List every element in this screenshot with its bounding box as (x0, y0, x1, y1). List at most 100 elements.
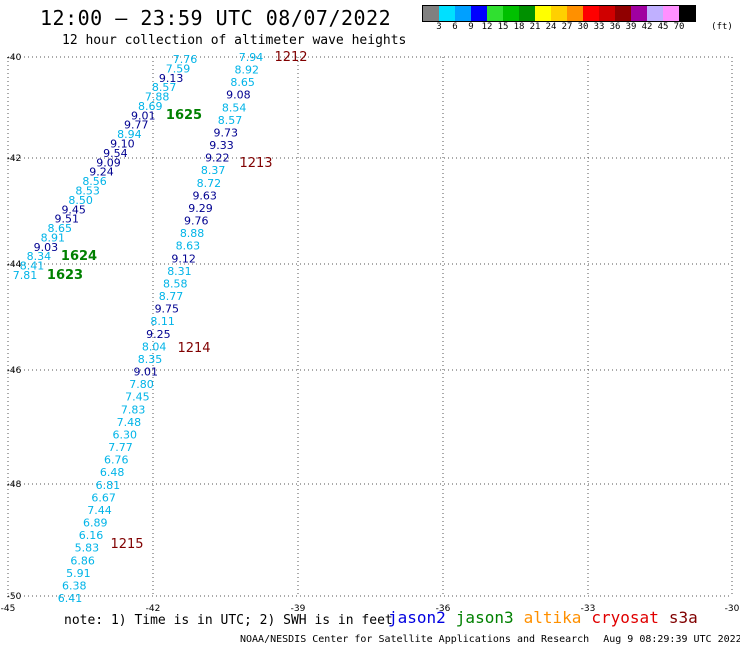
wave-height-value: 5.91 (66, 567, 91, 580)
wave-height-value: 7.76 (173, 53, 198, 66)
wave-height-value: 9.22 (205, 152, 230, 165)
latitude-tick-label: -44 (7, 260, 22, 270)
map-title: 12:00 – 23:59 UTC 08/07/2022 (40, 6, 392, 30)
wave-height-value: 9.08 (226, 89, 251, 102)
legend-swatch (423, 6, 439, 21)
wave-height-value: 9.03 (34, 241, 59, 254)
satellite-label: jason2 (388, 608, 446, 627)
wave-height-value: 8.72 (197, 177, 222, 190)
latitude-tick-label: -50 (7, 592, 22, 602)
latitude-tick-label: -40 (7, 53, 22, 63)
legend-swatch (599, 6, 615, 21)
wave-height-value: 7.80 (129, 378, 154, 391)
wave-height-value: 9.29 (188, 202, 213, 215)
wave-height-value: 9.33 (209, 139, 234, 152)
wave-height-value: 9.12 (171, 252, 196, 265)
wave-height-value: 8.35 (138, 353, 163, 366)
wave-height-value: 8.63 (176, 240, 201, 253)
pass-time-label: 1625 (166, 108, 202, 123)
wave-height-value: 8.53 (75, 184, 100, 197)
wave-height-value: 8.57 (218, 114, 243, 127)
legend-swatch (567, 6, 583, 21)
wave-height-value: 7.94 (239, 51, 264, 64)
credit-text: NOAA/NESDIS Center for Satellite Applica… (240, 634, 590, 645)
wave-height-value: 8.65 (48, 222, 73, 235)
footnote: note: 1) Time is in UTC; 2) SWH is in fe… (64, 613, 393, 628)
wave-height-value: 8.11 (150, 315, 175, 328)
satellite-legend: jason2 jason3 altika cryosat s3a (388, 608, 708, 627)
satellite-label: altika (523, 608, 582, 627)
wave-height-value: 7.44 (87, 504, 112, 517)
legend-swatch (535, 6, 551, 21)
wave-height-value: 8.34 (27, 250, 52, 263)
wave-height-value: 7.83 (121, 403, 146, 416)
legend-swatch (487, 6, 503, 21)
wave-height-value: 8.69 (138, 100, 163, 113)
latitude-tick-label: -46 (7, 366, 22, 376)
wave-height-value: 6.30 (112, 428, 137, 441)
wave-height-observations: 7.767.599.138.577.888.699.019.778.949.10… (13, 51, 264, 605)
wave-height-value: 7.48 (117, 416, 142, 429)
wave-height-value: 8.37 (201, 164, 226, 177)
color-legend (422, 5, 696, 22)
satellite-label: jason3 (455, 608, 514, 627)
wave-height-value: 9.25 (146, 328, 171, 341)
wave-height-value: 6.41 (58, 592, 83, 605)
wave-height-value: 6.86 (70, 554, 95, 567)
legend-swatch (615, 6, 631, 21)
satellite-label: cryosat (591, 608, 659, 627)
wave-height-value: 7.59 (166, 62, 191, 75)
wave-height-value: 9.13 (159, 72, 184, 85)
wave-height-value: 6.48 (100, 466, 125, 479)
wave-height-value: 8.58 (163, 277, 188, 290)
latitude-tick-label: -42 (7, 154, 22, 164)
wave-height-value: 8.57 (152, 81, 177, 94)
legend-swatch (663, 6, 679, 21)
legend-swatch (455, 6, 471, 21)
wave-height-value: 9.01 (131, 109, 156, 122)
wave-height-value: 8.41 (20, 260, 45, 273)
wave-height-value: 8.54 (222, 101, 247, 114)
credit-line: NOAA/NESDIS Center for Satellite Applica… (240, 634, 740, 645)
wave-height-value: 8.31 (167, 265, 192, 278)
wave-height-value: 9.73 (213, 126, 238, 139)
pass-time-label: 1214 (177, 341, 210, 356)
wave-height-value: 7.45 (125, 391, 150, 404)
longitude-tick-label: -30 (725, 604, 740, 614)
longitude-tick-label: -42 (146, 604, 161, 614)
wave-height-value: 6.16 (79, 529, 104, 542)
legend-swatch (519, 6, 535, 21)
wave-height-value: 8.91 (41, 231, 66, 244)
wave-height-value: 9.09 (96, 156, 121, 169)
legend-swatch (439, 6, 455, 21)
wave-height-value: 6.38 (62, 579, 87, 592)
pass-time-labels: 1212 1625 1213 1624 1623 1214 1215 (47, 50, 308, 552)
wave-height-value: 8.92 (235, 64, 260, 77)
longitude-tick-label: -39 (291, 604, 306, 614)
pass-time-label: 1623 (47, 268, 83, 283)
legend-swatch (679, 6, 695, 21)
wave-height-value: 9.24 (89, 166, 114, 179)
wave-height-value: 9.75 (155, 303, 180, 316)
wave-height-value: 8.56 (82, 175, 107, 188)
longitude-tick-label: -45 (1, 604, 16, 614)
longitude-tick-label: -36 (436, 604, 451, 614)
wave-height-value: 8.77 (159, 290, 184, 303)
wave-height-value: 9.77 (124, 119, 149, 132)
latitude-tick-label: -48 (7, 480, 22, 490)
map-subtitle: 12 hour collection of altimeter wave hei… (62, 33, 407, 48)
wave-height-value: 8.88 (180, 227, 205, 240)
wave-height-value: 9.10 (110, 138, 135, 151)
pass-time-label: 1215 (110, 537, 143, 552)
wave-height-value: 9.45 (61, 203, 86, 216)
legend-swatch (631, 6, 647, 21)
wave-height-value: 7.88 (145, 91, 170, 104)
wave-height-value: 6.81 (96, 479, 121, 492)
wave-height-value: 5.83 (75, 542, 100, 555)
legend-swatch (471, 6, 487, 21)
legend-swatch (583, 6, 599, 21)
wave-height-value: 7.81 (13, 269, 38, 282)
axis-tick-labels: -45 -42 -39 -36 -33 -30 -40 -42 -44 -46 -48 -50 (1, 53, 740, 614)
pass-time-label: 1212 (274, 50, 307, 65)
